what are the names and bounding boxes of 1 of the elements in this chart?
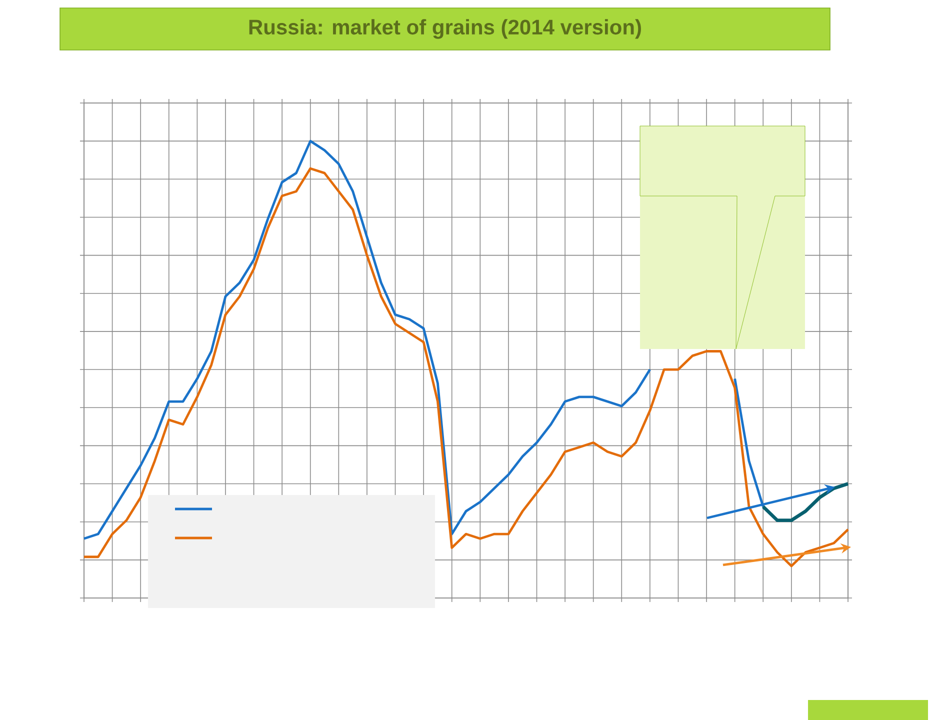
- chart-title: Russia: market of grains (2014 version): [249, 19, 641, 39]
